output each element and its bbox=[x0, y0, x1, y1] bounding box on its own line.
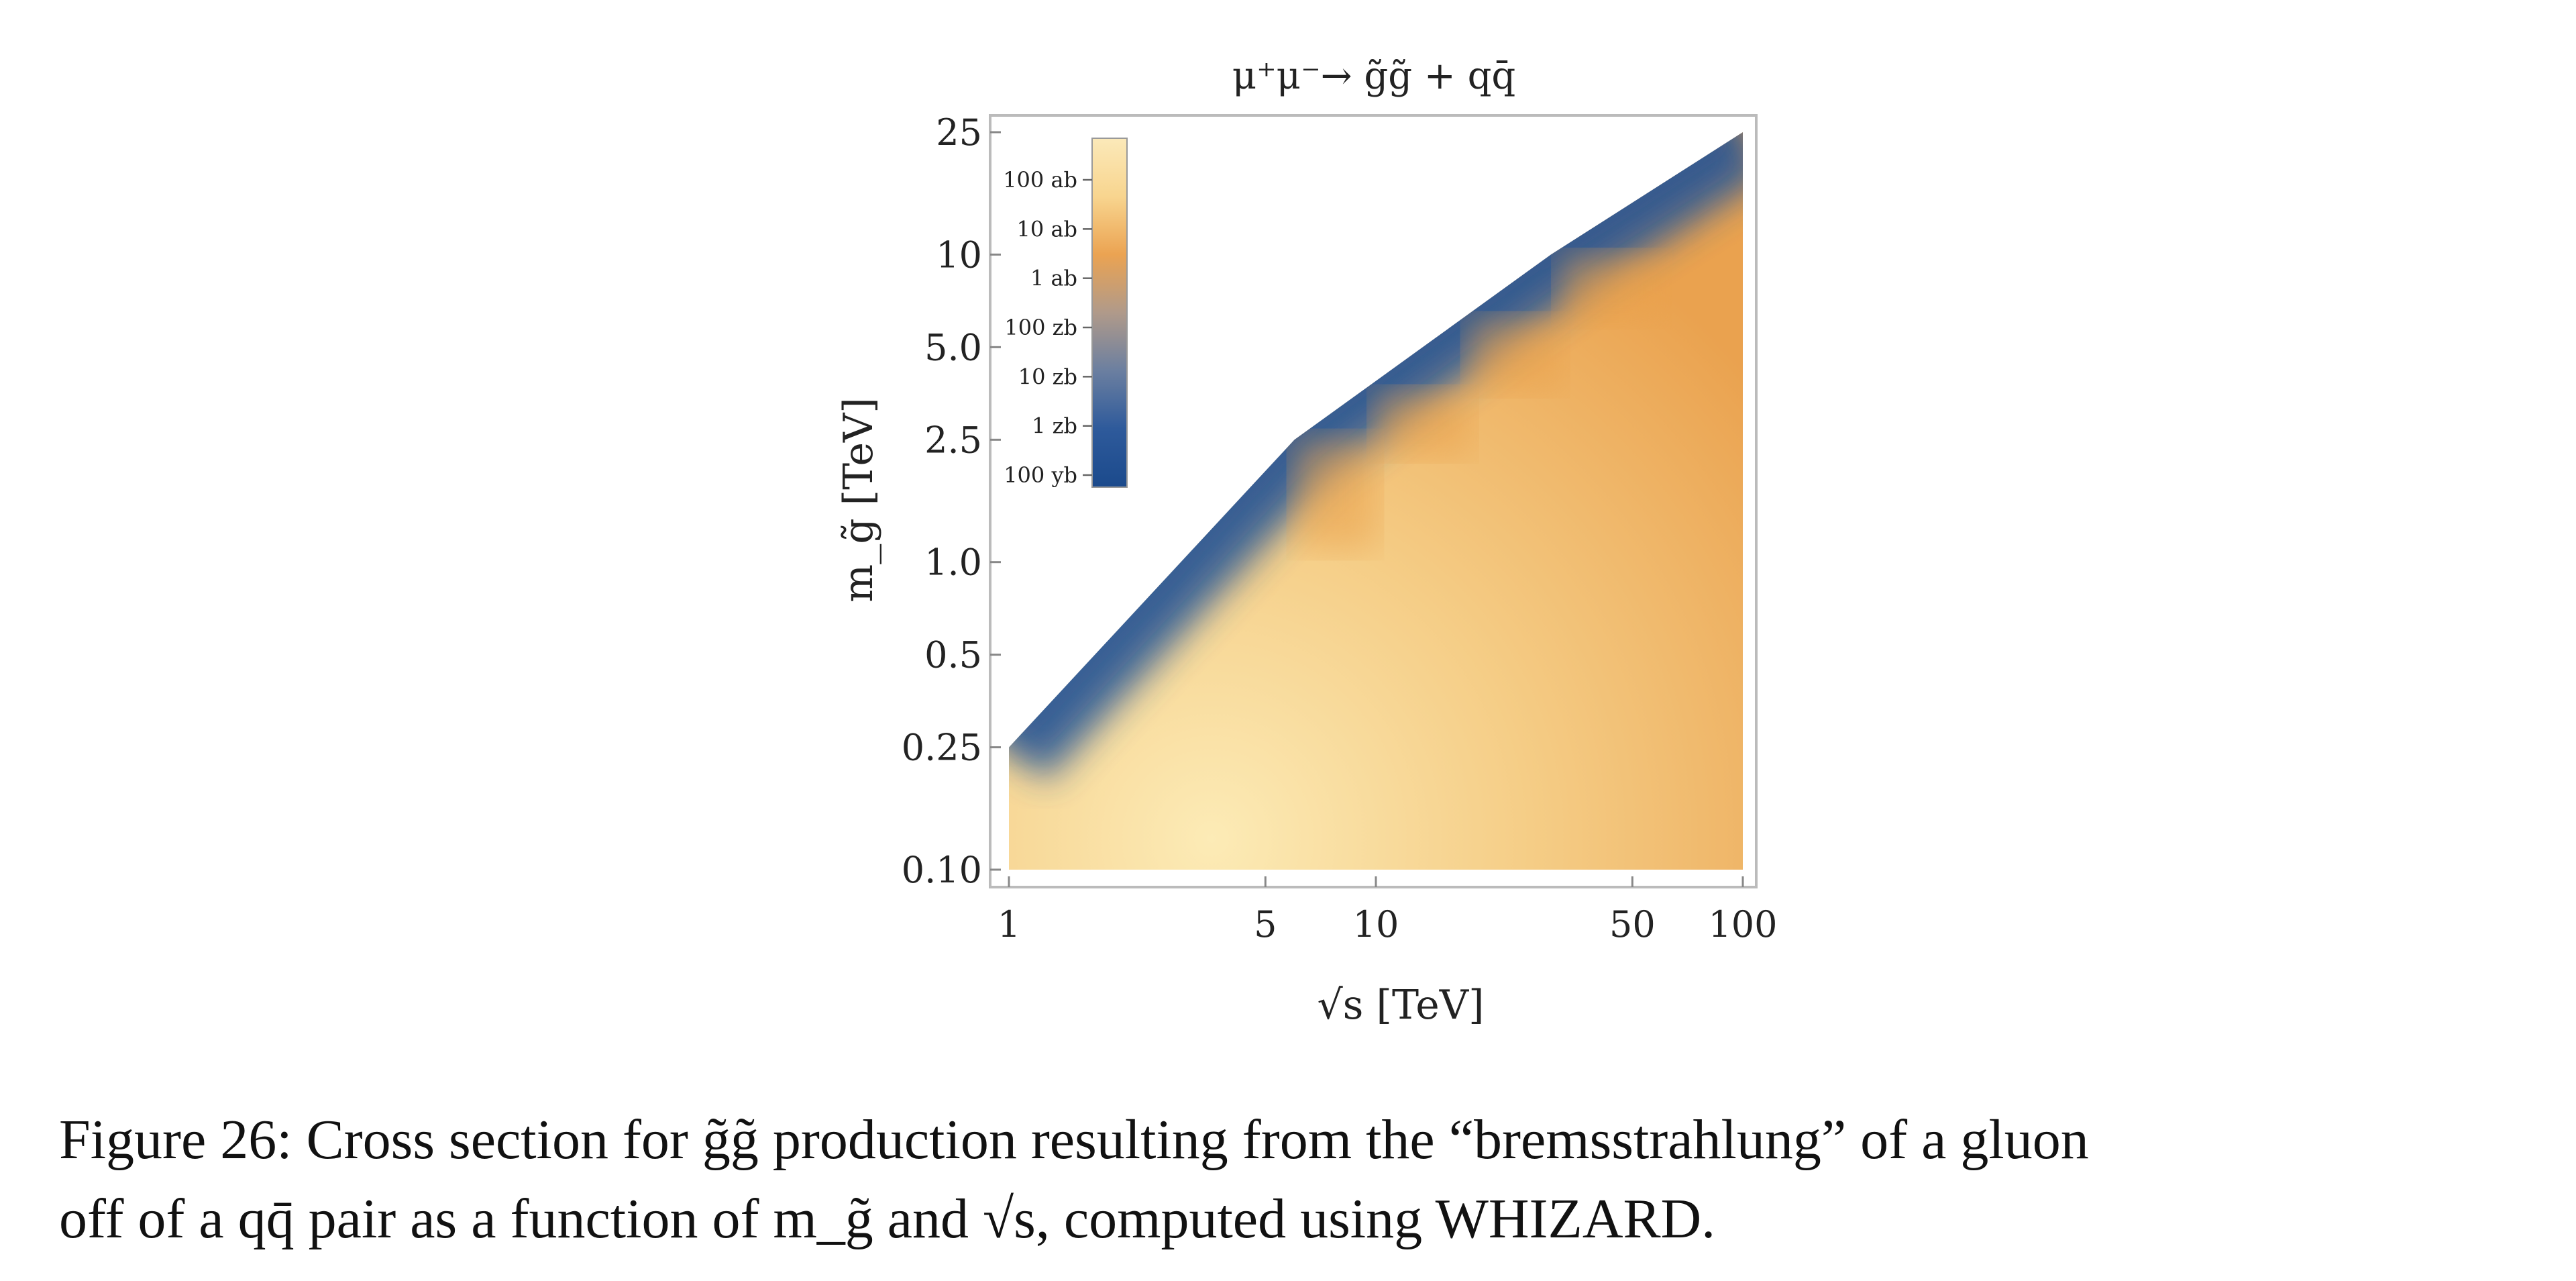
colorbar-label-6: 100 yb bbox=[1004, 462, 1077, 488]
x-tick-label-4: 100 bbox=[1708, 903, 1777, 945]
x-tick-label-3: 50 bbox=[1609, 903, 1656, 945]
y-tick-label-5: 5.0 bbox=[924, 326, 982, 368]
colorbar-label-4: 10 zb bbox=[1018, 364, 1077, 389]
threshold-edge bbox=[1009, 132, 1743, 757]
y-tick-label-0: 0.10 bbox=[902, 849, 982, 891]
heatmap-step-3 bbox=[1561, 254, 1662, 323]
caption-line-2: off of a qq̄ pair as a function of m_g̃ … bbox=[59, 1188, 1716, 1250]
colorbar-label-2: 1 ab bbox=[1030, 266, 1077, 291]
heatmap-step-2 bbox=[1469, 318, 1562, 391]
heatmap-step-1 bbox=[1376, 391, 1470, 457]
plot-frame bbox=[989, 114, 1758, 888]
y-tick-label-2: 0.5 bbox=[924, 634, 982, 676]
x-tick-label-2: 10 bbox=[1353, 903, 1399, 945]
colorbar-legend: 100 ab 10 ab 1 ab 100 zb 10 zb 1 zb 100 yb bbox=[1003, 138, 1128, 488]
y-axis-label: m_g̃ [TeV] bbox=[835, 397, 882, 602]
colorbar-label-0: 100 ab bbox=[1003, 167, 1077, 193]
y-tick-label-3: 1.0 bbox=[924, 542, 982, 584]
y-tick-label-1: 0.25 bbox=[902, 727, 982, 769]
figure-caption: Figure 26: Cross section for g̃g̃ produc… bbox=[59, 1100, 2541, 1259]
x-tick-label-1: 5 bbox=[1254, 903, 1277, 945]
colorbar-label-3: 100 zb bbox=[1004, 315, 1077, 340]
colorbar-label-5: 1 zb bbox=[1032, 413, 1077, 439]
y-tick-label-6: 10 bbox=[936, 234, 982, 276]
colorbar-strip bbox=[1091, 138, 1128, 488]
chart-title: μ⁺μ⁻→ g̃g̃ + qq̄ bbox=[1232, 54, 1516, 98]
colorbar-label-1: 10 ab bbox=[1017, 216, 1077, 242]
y-tick-label-4: 2.5 bbox=[924, 419, 982, 461]
x-axis: 1 5 10 50 100 bbox=[998, 876, 1778, 945]
caption-line-1: Figure 26: Cross section for g̃g̃ produc… bbox=[59, 1109, 2089, 1171]
heatmap-step-0 bbox=[1294, 440, 1376, 550]
x-tick-label-0: 1 bbox=[998, 903, 1020, 945]
y-axis: 0.10 0.25 0.5 1.0 2.5 5.0 10 25 bbox=[902, 111, 1001, 891]
y-tick-label-7: 25 bbox=[936, 111, 982, 154]
x-axis-label: √s [TeV] bbox=[1317, 982, 1484, 1029]
